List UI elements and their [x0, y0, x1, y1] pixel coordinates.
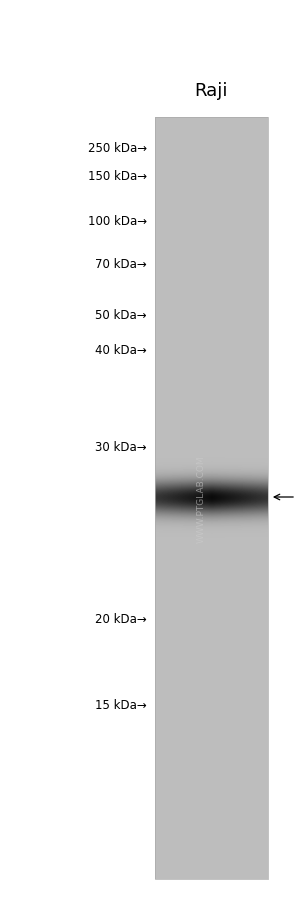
Text: Raji: Raji	[195, 82, 228, 100]
Text: WWW.PTGLAB.COM: WWW.PTGLAB.COM	[197, 455, 206, 542]
Text: 15 kDa→: 15 kDa→	[95, 699, 147, 712]
Bar	[155, 118, 268, 879]
Text: 20 kDa→: 20 kDa→	[95, 612, 147, 626]
Text: 100 kDa→: 100 kDa→	[88, 216, 147, 228]
Text: 30 kDa→: 30 kDa→	[95, 441, 147, 454]
Text: 40 kDa→: 40 kDa→	[95, 345, 147, 357]
Text: 250 kDa→: 250 kDa→	[88, 142, 147, 154]
Text: 70 kDa→: 70 kDa→	[95, 258, 147, 272]
Text: 50 kDa→: 50 kDa→	[95, 309, 147, 322]
Text: 150 kDa→: 150 kDa→	[88, 170, 147, 182]
